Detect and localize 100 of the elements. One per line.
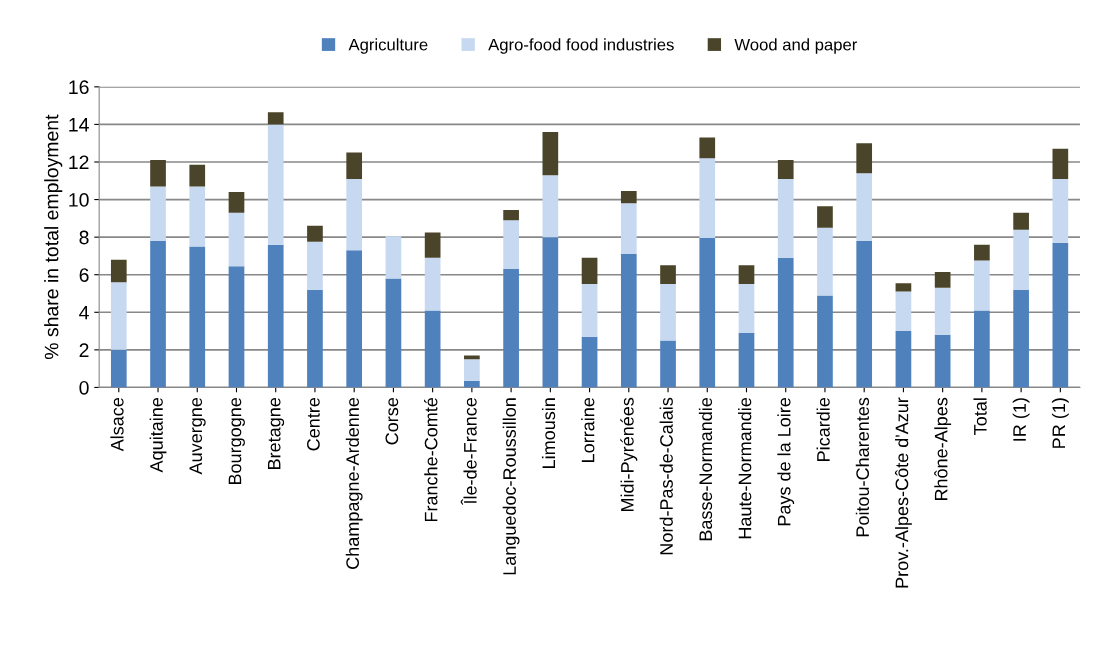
- bar: [738, 265, 755, 285]
- bar: [895, 331, 912, 388]
- x-tick-label: Prov.-Alpes-Côte d'Azur: [894, 397, 912, 588]
- bar: [699, 137, 716, 159]
- y-tick-label: 8: [79, 230, 89, 245]
- y-tick-label: 2: [79, 343, 89, 357]
- bar: [738, 332, 755, 388]
- x-tick-label: Nord-Pas-de-Calais: [659, 397, 673, 555]
- bar: [817, 295, 833, 388]
- bar: [660, 265, 676, 285]
- bar: [267, 124, 284, 245]
- x-tick-label: Lorraine: [581, 397, 595, 462]
- bar: [346, 178, 363, 251]
- bar: [934, 334, 951, 388]
- bar: [307, 241, 323, 290]
- bar: [307, 225, 323, 242]
- bar: [346, 152, 363, 179]
- bar: [110, 282, 127, 350]
- bar: [542, 237, 559, 388]
- bar: [1013, 229, 1029, 290]
- bar: [1052, 242, 1069, 388]
- bar: [503, 269, 519, 388]
- bar: [189, 246, 206, 388]
- y-tick-label: 0: [79, 380, 89, 395]
- bar: [542, 175, 559, 238]
- bar: [620, 203, 637, 255]
- bar: [424, 257, 441, 311]
- bar: [1052, 178, 1069, 243]
- bar: [464, 359, 480, 381]
- y-tick-label: 6: [79, 268, 89, 282]
- bar: [581, 336, 598, 388]
- bar: [503, 220, 519, 270]
- bar: [267, 112, 284, 125]
- bar: [660, 284, 676, 341]
- y-tick-label: 12: [69, 155, 89, 170]
- x-tick-label: Auvergne: [189, 397, 206, 475]
- bar: [464, 380, 480, 388]
- legend-label: Wood and paper: [734, 38, 858, 54]
- x-tick-label: Picardie: [816, 397, 830, 461]
- x-tick-label: Alsace: [110, 397, 124, 452]
- bar: [620, 254, 637, 388]
- x-tick-label: Corse: [385, 397, 399, 445]
- bar: [660, 340, 676, 388]
- x-tick-label: Poitou-Charentes: [855, 397, 870, 537]
- bar: [777, 257, 794, 388]
- x-tick-label: Rhône-Alpes: [934, 397, 952, 501]
- legend-label: Agro-food food industries: [488, 38, 674, 54]
- bar: [620, 191, 637, 204]
- x-tick-label: Île-de-France: [460, 397, 477, 505]
- bar: [856, 240, 873, 388]
- x-tick-label: Champagne-Ardenne: [345, 397, 363, 569]
- x-tick-label: IR (1): [1012, 398, 1030, 441]
- bar: [777, 178, 794, 258]
- bar: [385, 236, 402, 279]
- bar: [189, 164, 206, 187]
- y-tick-label: 4: [79, 305, 89, 320]
- bar: [974, 260, 990, 311]
- y-tick-label: 10: [69, 193, 89, 207]
- bar: [856, 173, 873, 241]
- bar: [503, 209, 519, 221]
- y-tick-label: 16: [69, 80, 89, 95]
- x-tick-label: Total: [973, 398, 987, 435]
- bar: [110, 259, 127, 283]
- bar: [934, 287, 951, 335]
- bar: [581, 257, 598, 285]
- bar: [817, 206, 833, 228]
- x-tick-label: Pays de la Loire: [777, 397, 795, 526]
- bar: [1013, 289, 1029, 388]
- x-tick-label: PR (1): [1051, 398, 1069, 448]
- bar: [974, 244, 990, 261]
- bar: [856, 143, 873, 174]
- x-tick-label: Basse-Normandie: [698, 397, 713, 541]
- legend-label: Agriculture: [348, 38, 428, 54]
- bar: [424, 232, 441, 258]
- bar: [228, 192, 245, 213]
- bar: [699, 238, 716, 388]
- bar: [895, 283, 912, 292]
- y-axis-title: % share in total employment: [44, 114, 63, 360]
- bar: [307, 289, 323, 388]
- bar: [189, 186, 206, 247]
- bar: [777, 160, 794, 179]
- x-tick-label: Haute-Normandie: [738, 397, 752, 539]
- bar: [1052, 148, 1069, 179]
- bar: [150, 186, 166, 241]
- bar: [699, 158, 716, 239]
- bar: [934, 271, 951, 288]
- bar: [110, 349, 127, 388]
- bar: [424, 310, 441, 388]
- bar: [1013, 212, 1029, 230]
- x-tick-label: Bourgogne: [228, 397, 245, 485]
- x-tick-label: Midi-Pyrénées: [620, 397, 638, 512]
- x-tick-label: Languedoc-Roussillon: [502, 398, 520, 575]
- x-tick-label: Bretagne: [267, 397, 285, 469]
- bar: [542, 131, 559, 176]
- bar: [150, 240, 166, 388]
- bar: [150, 160, 166, 187]
- bar: [267, 244, 284, 388]
- bar: [346, 250, 363, 388]
- bar: [581, 284, 598, 337]
- bar: [895, 291, 912, 332]
